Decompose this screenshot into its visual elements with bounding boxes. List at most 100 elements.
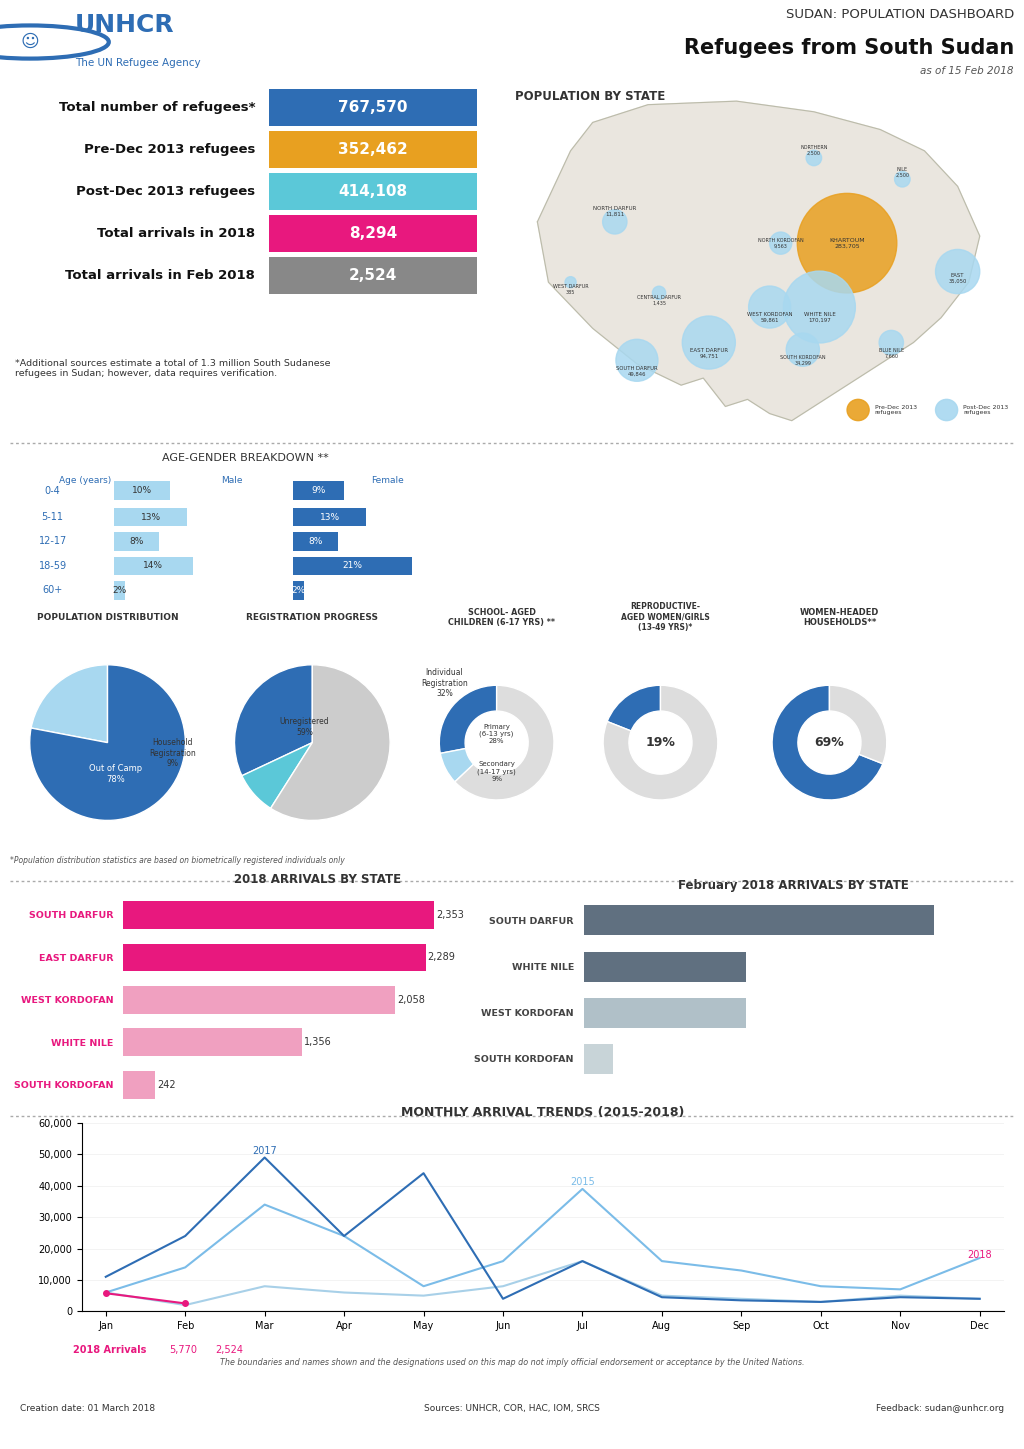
Text: ☺: ☺ bbox=[20, 33, 39, 51]
Text: REPRODUCTIVE-
AGED WOMEN/GIRLS
(13-49 YRS)*: REPRODUCTIVE- AGED WOMEN/GIRLS (13-49 YR… bbox=[622, 603, 710, 632]
Text: 5-11: 5-11 bbox=[42, 511, 63, 522]
Text: Unregistered
59%: Unregistered 59% bbox=[280, 717, 330, 738]
Ellipse shape bbox=[615, 339, 658, 381]
Text: 628: 628 bbox=[748, 1007, 766, 1017]
Bar bbox=[123, 943, 426, 971]
Text: AGE-GENDER BREAKDOWN **: AGE-GENDER BREAKDOWN ** bbox=[163, 454, 329, 464]
Text: Male: Male bbox=[221, 475, 243, 484]
Ellipse shape bbox=[806, 151, 821, 165]
Text: EAST
35,050: EAST 35,050 bbox=[948, 274, 967, 284]
Text: 13%: 13% bbox=[319, 513, 340, 522]
Text: 8%: 8% bbox=[129, 538, 143, 546]
Wedge shape bbox=[270, 665, 390, 820]
Text: 2018: 2018 bbox=[968, 1250, 992, 1261]
Text: Sources: UNHCR, COR, HAC, IOM, SRCS: Sources: UNHCR, COR, HAC, IOM, SRCS bbox=[424, 1404, 600, 1413]
Text: The UN Refugee Agency: The UN Refugee Agency bbox=[75, 58, 201, 68]
Ellipse shape bbox=[936, 400, 957, 420]
Text: as of 15 Feb 2018: as of 15 Feb 2018 bbox=[921, 65, 1014, 75]
Text: Pre-Dec 2013 refugees: Pre-Dec 2013 refugees bbox=[84, 143, 255, 156]
Title: February 2018 ARRIVALS BY STATE: February 2018 ARRIVALS BY STATE bbox=[678, 878, 909, 891]
Wedge shape bbox=[30, 665, 185, 820]
Text: NORTH KORDOFAN
9,563: NORTH KORDOFAN 9,563 bbox=[758, 238, 804, 249]
Text: 242: 242 bbox=[157, 1080, 175, 1090]
Ellipse shape bbox=[895, 171, 910, 187]
Text: Female: Female bbox=[371, 475, 403, 484]
Text: 10%: 10% bbox=[132, 485, 153, 496]
Text: SUDAN: POPULATION DASHBOARD: SUDAN: POPULATION DASHBOARD bbox=[785, 9, 1014, 22]
Text: 1,356: 1,356 bbox=[304, 1037, 332, 1048]
Text: Out of Camp
78%: Out of Camp 78% bbox=[89, 764, 142, 784]
Wedge shape bbox=[31, 665, 108, 742]
Text: Primary
(6-13 yrs)
28%: Primary (6-13 yrs) 28% bbox=[479, 723, 514, 745]
FancyBboxPatch shape bbox=[293, 481, 344, 500]
Ellipse shape bbox=[682, 316, 735, 369]
Text: 18-59: 18-59 bbox=[39, 561, 67, 571]
Text: Total arrivals in 2018: Total arrivals in 2018 bbox=[97, 227, 255, 241]
FancyBboxPatch shape bbox=[293, 532, 338, 551]
FancyBboxPatch shape bbox=[269, 88, 476, 126]
Bar bbox=[123, 1071, 155, 1098]
Text: SOUTH DARFUR
49,846: SOUTH DARFUR 49,846 bbox=[616, 365, 657, 377]
Text: NILE
2,500: NILE 2,500 bbox=[895, 167, 909, 178]
Text: WOMEN-HEADED
HOUSEHOLDS**: WOMEN-HEADED HOUSEHOLDS** bbox=[800, 607, 880, 627]
Text: 352,462: 352,462 bbox=[338, 142, 408, 156]
Ellipse shape bbox=[652, 287, 666, 300]
Text: 2,524: 2,524 bbox=[349, 268, 397, 284]
Ellipse shape bbox=[770, 232, 792, 254]
FancyBboxPatch shape bbox=[293, 507, 367, 526]
Wedge shape bbox=[603, 685, 718, 800]
Text: 13%: 13% bbox=[140, 513, 161, 522]
Text: NORTHERN
2,500: NORTHERN 2,500 bbox=[800, 145, 827, 156]
Text: 5,770: 5,770 bbox=[170, 1345, 198, 1355]
Text: Pre-Dec 2013
refugees: Pre-Dec 2013 refugees bbox=[874, 404, 916, 416]
Text: Post-Dec 2013
refugees: Post-Dec 2013 refugees bbox=[964, 404, 1009, 416]
Text: 414,108: 414,108 bbox=[338, 184, 408, 199]
Wedge shape bbox=[829, 685, 887, 764]
Text: 2,524: 2,524 bbox=[216, 1345, 244, 1355]
Text: POPULATION DISTRIBUTION: POPULATION DISTRIBUTION bbox=[37, 613, 178, 622]
FancyBboxPatch shape bbox=[269, 130, 476, 168]
Text: 2,289: 2,289 bbox=[428, 952, 456, 962]
Ellipse shape bbox=[880, 330, 903, 355]
Text: Individual
Registration
32%: Individual Registration 32% bbox=[421, 668, 468, 698]
Bar bbox=[123, 985, 395, 1014]
Polygon shape bbox=[538, 101, 980, 420]
Ellipse shape bbox=[786, 333, 819, 367]
Title: 2018 ARRIVALS BY STATE: 2018 ARRIVALS BY STATE bbox=[233, 872, 401, 885]
Wedge shape bbox=[242, 742, 312, 809]
Text: 8,294: 8,294 bbox=[349, 226, 397, 241]
Text: Secondary
(14-17 yrs)
9%: Secondary (14-17 yrs) 9% bbox=[477, 761, 516, 781]
Text: 2,058: 2,058 bbox=[397, 995, 425, 1004]
Wedge shape bbox=[455, 685, 554, 800]
Bar bbox=[584, 998, 745, 1027]
Text: 113: 113 bbox=[614, 1053, 633, 1064]
Text: 8%: 8% bbox=[308, 538, 323, 546]
Text: 2015: 2015 bbox=[570, 1177, 595, 1187]
Text: SOUTH KORDOFAN
34,299: SOUTH KORDOFAN 34,299 bbox=[780, 355, 825, 365]
Text: Creation date: 01 March 2018: Creation date: 01 March 2018 bbox=[20, 1404, 156, 1413]
Text: Household
Registration
9%: Household Registration 9% bbox=[148, 738, 196, 768]
FancyBboxPatch shape bbox=[293, 556, 412, 575]
Text: *Population distribution statistics are based on biometrically registered indivi: *Population distribution statistics are … bbox=[10, 856, 345, 865]
Text: CENTRAL DARFUR
1,435: CENTRAL DARFUR 1,435 bbox=[637, 294, 681, 306]
FancyBboxPatch shape bbox=[269, 172, 476, 210]
Bar bbox=[584, 1043, 613, 1074]
Text: 2018 Arrivals: 2018 Arrivals bbox=[73, 1345, 146, 1355]
Text: Total number of refugees*: Total number of refugees* bbox=[58, 100, 255, 113]
Text: REGISTRATION PROGRESS: REGISTRATION PROGRESS bbox=[247, 613, 378, 622]
FancyBboxPatch shape bbox=[269, 258, 476, 294]
Text: 2,353: 2,353 bbox=[436, 910, 464, 920]
Wedge shape bbox=[440, 749, 474, 782]
Text: 14%: 14% bbox=[143, 561, 164, 571]
FancyBboxPatch shape bbox=[293, 581, 304, 600]
Ellipse shape bbox=[603, 210, 627, 233]
Text: 2017: 2017 bbox=[252, 1146, 278, 1156]
Text: EAST DARFUR
94,751: EAST DARFUR 94,751 bbox=[690, 348, 728, 358]
Text: Post-Dec 2013 refugees: Post-Dec 2013 refugees bbox=[76, 185, 255, 199]
Text: 19%: 19% bbox=[645, 736, 676, 749]
Text: BLUE NILE
7,660: BLUE NILE 7,660 bbox=[879, 348, 904, 358]
Text: WEST KORDOFAN
59,861: WEST KORDOFAN 59,861 bbox=[746, 313, 793, 323]
FancyBboxPatch shape bbox=[114, 532, 159, 551]
Ellipse shape bbox=[783, 271, 855, 343]
Ellipse shape bbox=[847, 400, 869, 420]
